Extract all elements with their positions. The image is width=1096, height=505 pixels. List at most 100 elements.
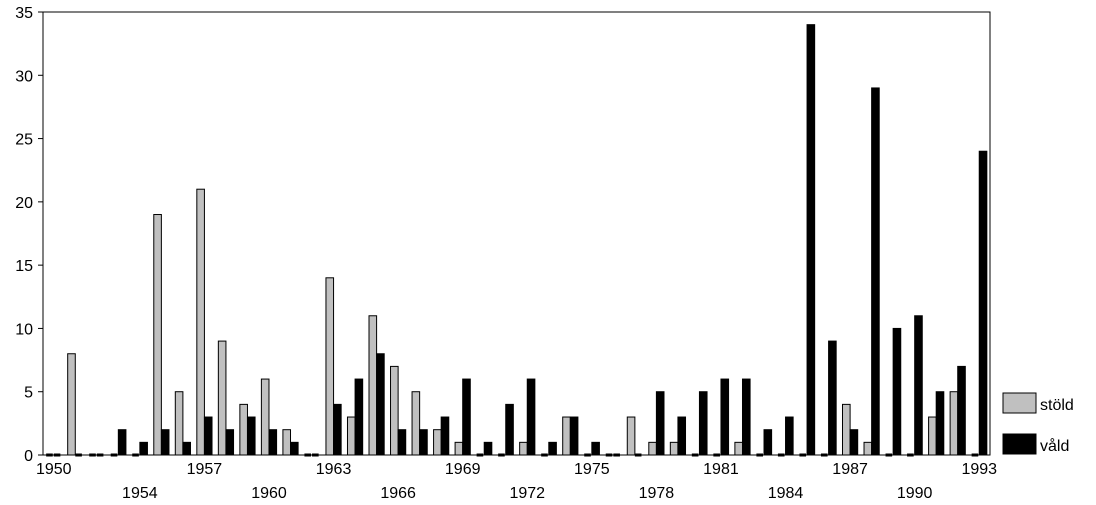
x-tick-label: 1978 [639, 485, 675, 502]
x-tick-label: 1972 [509, 485, 545, 502]
x-tick-label: 1960 [251, 485, 287, 502]
bar-stold [239, 403, 248, 456]
bar-vald [806, 24, 816, 456]
bar-vald [290, 441, 299, 456]
bar-vald [957, 365, 966, 456]
x-tick-label: 1990 [897, 485, 933, 502]
y-tick-label: 10 [15, 321, 33, 338]
zero-marker-stold [713, 453, 720, 457]
x-tick-label: 1969 [445, 461, 481, 478]
x-axis: 1950 1957 1963 1969 1975 1981 1987 1993 1954 1960… [36, 461, 997, 502]
bar-vald [935, 391, 945, 456]
x-tick-label: 1963 [316, 461, 352, 478]
bar-stold [863, 441, 873, 456]
zero-marker-stold [885, 453, 893, 457]
bar-vald [268, 429, 278, 456]
zero-marker-stold [46, 453, 53, 457]
zero-marker-stold [777, 453, 785, 457]
bar-vald [849, 429, 859, 456]
bar-stold [562, 416, 571, 456]
bar-vald [160, 429, 170, 456]
y-tick-label: 25 [15, 132, 33, 149]
bar-vald [720, 378, 730, 456]
zero-marker-stold [89, 453, 96, 457]
bar-stold [346, 416, 356, 456]
legend-label-stold: stöld [1040, 397, 1074, 414]
bar-vald [978, 150, 988, 456]
bar-stold [411, 391, 421, 456]
bar-vald [376, 353, 385, 456]
bar-vald [698, 391, 708, 456]
bar-vald [462, 378, 471, 456]
y-tick-label: 5 [24, 385, 33, 402]
bar-vald [182, 441, 191, 456]
zero-marker-stold [584, 453, 591, 457]
bar-vald [526, 378, 536, 456]
y-axis: 0 5 10 15 20 25 30 35 [15, 5, 43, 465]
bar-vald [139, 441, 148, 456]
zero-marker-stold [476, 453, 484, 457]
bar-vald [440, 416, 450, 456]
bar-stold [368, 315, 378, 456]
plot-border [42, 11, 991, 456]
zero-marker-stold [756, 453, 764, 457]
zero-marker-stold [971, 453, 979, 457]
x-tick-label: 1954 [122, 485, 158, 502]
zero-marker-stold [605, 453, 613, 457]
x-tick-label: 1993 [961, 461, 997, 478]
bar-vald [892, 327, 902, 456]
zero-marker-stold [907, 453, 914, 457]
bar-stold [949, 391, 959, 456]
bar-vald [505, 403, 514, 456]
bar-stold [519, 441, 528, 456]
bar-vald [354, 378, 364, 456]
bar-stold [842, 403, 851, 456]
legend-label-vald: våld [1040, 437, 1069, 455]
bar-stold [734, 441, 743, 456]
zero-marker-vald [634, 453, 642, 457]
zero-marker-vald [312, 453, 319, 457]
y-tick-label: 35 [15, 5, 33, 22]
zero-marker-stold [132, 453, 139, 457]
bar-stold [260, 378, 270, 456]
bar-vald [591, 441, 600, 456]
legend-swatch-stold [1002, 392, 1037, 414]
bar-vald [871, 87, 880, 456]
bar-stold [174, 391, 184, 456]
zero-marker-vald [53, 453, 61, 457]
bar-vald [203, 416, 213, 456]
bar-vald [225, 429, 235, 456]
x-tick-label: 1950 [36, 461, 72, 478]
x-tick-label: 1984 [768, 485, 804, 502]
zero-marker-stold [691, 453, 699, 457]
bar-vald [914, 315, 923, 456]
bar-vald [397, 429, 407, 456]
y-tick-label: 0 [24, 448, 33, 465]
bar-vald [117, 429, 127, 456]
bar-stold [67, 353, 76, 456]
x-tick-label: 1981 [703, 461, 739, 478]
bar-vald [785, 416, 794, 456]
zero-marker-stold [541, 453, 548, 457]
bar-stold [454, 441, 464, 456]
bar-vald [483, 441, 493, 456]
bar-stold [325, 277, 335, 456]
zero-marker-stold [820, 453, 828, 457]
bar-vald [333, 403, 342, 456]
y-tick-label: 20 [15, 195, 33, 212]
zero-marker-vald [613, 453, 620, 457]
x-tick-label: 1975 [574, 461, 610, 478]
bar-stold [153, 214, 162, 456]
zero-marker-stold [498, 453, 505, 457]
x-tick-label: 1987 [832, 461, 868, 478]
bar-stold [196, 188, 205, 456]
bar-stold [626, 416, 636, 456]
legend-swatch-vald [1002, 433, 1037, 455]
bar-stold [217, 340, 227, 456]
zero-marker-stold [799, 453, 807, 457]
x-tick-label: 1966 [380, 485, 416, 502]
bar-vald [419, 429, 428, 456]
zero-marker-stold [110, 453, 118, 457]
bars [46, 24, 988, 457]
